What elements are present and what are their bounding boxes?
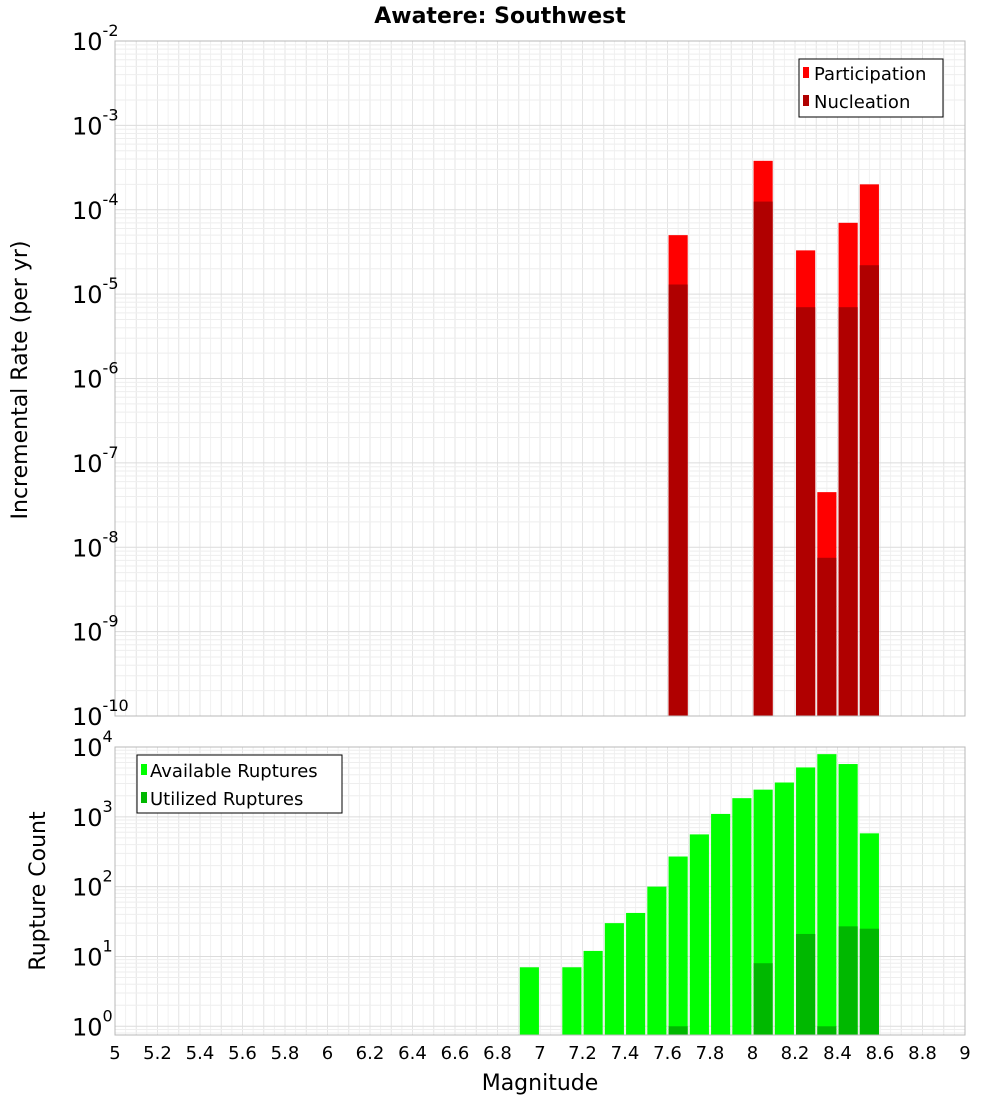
x-tick-label: 9: [959, 1043, 970, 1064]
x-tick-label: 6.2: [356, 1043, 385, 1064]
x-tick-label: 6.6: [441, 1043, 470, 1064]
rate-plot-frame: [114, 40, 966, 717]
count-bar-available-ruptures-7.35: [604, 923, 624, 1035]
count-y-tick-label: 103: [72, 797, 113, 832]
x-tick-label: 7.6: [653, 1043, 682, 1064]
x-tick-label: 8.8: [908, 1043, 937, 1064]
rate-y-tick-label: 10-5: [72, 274, 119, 309]
count-y-axis-label: Rupture Count: [26, 811, 51, 971]
count-bar-available-ruptures-7.25: [583, 950, 603, 1035]
count-bar-utilized-ruptures-8.45: [838, 926, 858, 1035]
legend-label-utilized: Utilized Ruptures: [150, 789, 303, 810]
count-bar-available-ruptures-7.65: [668, 856, 688, 1035]
count-y-tick-label: 102: [72, 867, 113, 902]
count-y-tick-label: 100: [72, 1006, 113, 1041]
legend-label-nucleation: Nucleation: [814, 92, 910, 113]
count-plot-frame: [114, 746, 966, 1036]
legend-swatch-available: [141, 764, 147, 775]
rate-bar-nucleation-8.35: [817, 557, 837, 716]
rate-legend: Participation Nucleation: [798, 58, 944, 118]
count-bar-available-ruptures-7.15: [562, 967, 582, 1035]
count-bar-utilized-ruptures-8.05: [753, 963, 773, 1035]
x-tick-label: 6: [322, 1043, 333, 1064]
legend-swatch-nucleation: [803, 95, 809, 106]
x-tick-label: 5: [109, 1043, 120, 1064]
count-panel: 100 101 102 103 104 5 5.2 5.4 5.6 5.8 6 6.2 6.4 6.6 6…: [26, 727, 971, 1096]
x-tick-label: 7.2: [568, 1043, 597, 1064]
rate-y-tick-label: 10-10: [72, 696, 129, 731]
rate-y-axis-label: Incremental Rate (per yr): [8, 241, 33, 520]
count-bar-available-ruptures-7.75: [689, 834, 709, 1035]
legend-swatch-utilized: [141, 792, 147, 803]
x-tick-label: 7: [534, 1043, 545, 1064]
x-tick-label: 8.4: [823, 1043, 852, 1064]
rate-bar-nucleation-8.25: [796, 307, 816, 716]
legend-label-available: Available Ruptures: [150, 761, 318, 782]
rate-bar-nucleation-8.05: [753, 201, 773, 716]
x-tick-label: 8: [747, 1043, 758, 1064]
legend-label-participation: Participation: [814, 64, 926, 85]
count-bar-available-ruptures-7.95: [732, 798, 752, 1035]
count-bar-utilized-ruptures-8.35: [817, 1026, 837, 1035]
x-tick-label: 7.4: [611, 1043, 640, 1064]
count-y-tick-label: 101: [72, 936, 113, 971]
x-tick-label: 6.4: [398, 1043, 427, 1064]
rate-bar-nucleation-8.55: [859, 265, 879, 716]
rate-y-tick-label: 10-6: [72, 359, 119, 394]
rate-y-tick-label: 10-8: [72, 527, 119, 562]
rate-panel: 10-10 10-9 10-8 10-7 10-6 10-5 10-4 10-3 10-2 In…: [8, 21, 966, 731]
x-tick-label: 8.6: [866, 1043, 895, 1064]
count-bar-utilized-ruptures-8.25: [796, 933, 816, 1035]
count-y-tick-label: 104: [72, 727, 113, 762]
count-bar-available-ruptures-8.35: [817, 754, 837, 1035]
x-tick-label: 5.2: [143, 1043, 172, 1064]
rate-bar-nucleation-8.45: [838, 307, 858, 716]
rate-y-tick-label: 10-7: [72, 443, 119, 478]
count-bar-utilized-ruptures-7.65: [668, 1026, 688, 1035]
rate-y-tick-label: 10-4: [72, 190, 119, 225]
x-axis-label: Magnitude: [482, 1071, 599, 1096]
count-legend: Available Ruptures Utilized Ruptures: [136, 754, 343, 814]
x-tick-label: 5.4: [186, 1043, 215, 1064]
legend-swatch-participation: [803, 67, 809, 78]
count-bar-available-ruptures-7.45: [626, 912, 646, 1035]
x-tick-label: 5.6: [228, 1043, 257, 1064]
x-tick-label: 6.8: [483, 1043, 512, 1064]
rate-y-tick-label: 10-2: [72, 21, 119, 56]
count-bar-available-ruptures-8.15: [774, 782, 794, 1035]
chart-title: Awatere: Southwest: [374, 4, 626, 29]
rate-bar-nucleation-7.65: [668, 284, 688, 716]
count-bar-available-ruptures-7.85: [711, 813, 731, 1035]
rate-y-tick-label: 10-9: [72, 612, 119, 647]
x-tick-label: 5.8: [271, 1043, 300, 1064]
count-bar-available-ruptures-6.95: [519, 967, 539, 1035]
rate-y-tick-label: 10-3: [72, 105, 119, 140]
count-bar-available-ruptures-7.55: [647, 886, 667, 1035]
x-tick-label: 7.8: [696, 1043, 725, 1064]
x-tick-label: 8.2: [781, 1043, 810, 1064]
count-bar-utilized-ruptures-8.55: [859, 928, 879, 1035]
